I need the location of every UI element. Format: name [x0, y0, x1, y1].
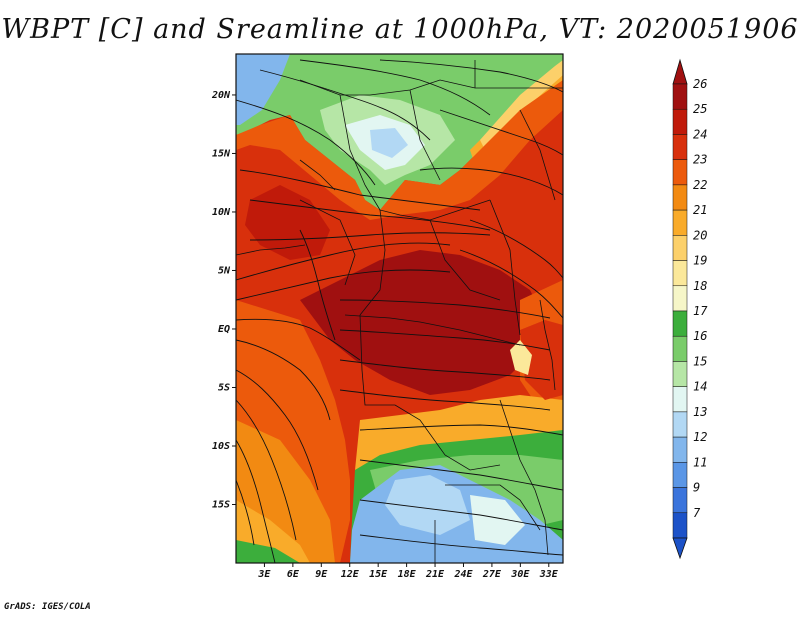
colorbar-label: 25 — [693, 102, 707, 116]
colorbar-label: 12 — [693, 430, 707, 444]
east-coast-warm — [520, 320, 563, 400]
colorbar-label: 16 — [693, 329, 707, 343]
colorbar-swatch — [672, 487, 688, 514]
colorbar-swatch — [672, 83, 688, 110]
east-coast-light — [510, 340, 532, 375]
south-lightblue-region — [385, 475, 470, 535]
colorbar-label: 20 — [693, 228, 707, 242]
lon-tick-label: 12E — [341, 569, 360, 580]
latitude-axis: 20N 15N 10N 5N EQ 5S 10S 15S — [211, 90, 236, 510]
colorbar-label: 22 — [693, 178, 707, 192]
wbpt-field — [236, 54, 563, 563]
lat-tick-label: 15S — [212, 499, 230, 510]
south-pale-region — [470, 495, 525, 545]
north-blue-patch-1 — [236, 54, 290, 125]
lon-tick-label: 21E — [425, 569, 445, 580]
colorbar-swatch — [672, 134, 688, 160]
colorbar-label: 14 — [693, 380, 707, 394]
lat-tick-label: 5N — [218, 265, 231, 276]
north-blue-patch-3 — [370, 128, 408, 158]
colorbar-label: 15 — [693, 354, 707, 368]
colorbar-label: 13 — [693, 405, 707, 419]
colorbar-label: 11 — [693, 455, 707, 469]
colorbar-label: 21 — [693, 203, 707, 217]
lon-tick-label: 30E — [510, 569, 530, 580]
colorbar-swatch — [672, 235, 688, 261]
northeast-light-band — [480, 60, 563, 150]
lat-tick-label: EQ — [218, 324, 230, 335]
colorbar-swatch — [672, 335, 688, 362]
colorbar-swatch — [672, 260, 688, 287]
lon-tick-label: 27E — [482, 569, 502, 580]
colorbar-swatch — [672, 209, 688, 236]
north-orange-band — [236, 80, 563, 220]
colorbar-label: 19 — [693, 254, 707, 268]
lat-tick-label: 15N — [212, 148, 231, 159]
colorbar-swatch — [672, 436, 688, 463]
longitude-axis: 3E 6E 9E 12E 15E 18E 21E 24E 27E 30E 33E — [257, 563, 559, 580]
colorbar-swatch — [672, 184, 688, 211]
colorbar-label: 9 — [693, 481, 700, 495]
colorbar-label: 7 — [693, 506, 701, 520]
lon-tick-label: 33E — [539, 569, 559, 580]
colorbar-label: 26 — [693, 77, 707, 91]
colorbar-swatch — [672, 310, 688, 337]
colorbar-swatch — [672, 159, 688, 186]
colorbar-swatch — [672, 361, 688, 387]
colorbar-swatch — [672, 512, 688, 539]
colorbar-swatch — [672, 462, 688, 488]
colorbar-label: 24 — [693, 127, 707, 141]
lon-tick-label: 24E — [453, 569, 473, 580]
lon-tick-label: 18E — [398, 569, 417, 580]
lat-tick-label: 10S — [212, 441, 230, 452]
lon-tick-label: 3E — [257, 569, 271, 580]
southwest-coast-green — [236, 540, 300, 563]
lon-tick-label: 6E — [287, 569, 300, 580]
colorbar-swatch — [672, 386, 688, 413]
country-borders — [236, 60, 563, 563]
colorbar-top-arrow — [672, 58, 688, 85]
lat-tick-label: 10N — [212, 207, 231, 218]
lon-tick-label: 9E — [315, 569, 328, 580]
colorbar-swatch — [672, 285, 688, 312]
footer-credit: GrADS: IGES/COLA — [4, 602, 91, 612]
colorbar-swatch — [672, 108, 688, 135]
plot-frame — [235, 53, 564, 564]
lat-tick-label: 20N — [211, 90, 231, 101]
colorbar-label: 23 — [693, 153, 707, 167]
west-dark-core — [245, 185, 330, 260]
map-title: WBPT [C] and Sreamline at 1000hPa, VT: 2… — [1, 14, 799, 45]
colorbar-bottom-arrow — [672, 537, 688, 560]
colorbar-swatch — [672, 411, 688, 438]
colorbar-label: 17 — [693, 304, 708, 318]
colorbar: 26 25 24 23 22 21 20 19 18 17 16 15 14 13 12 11 9 7 — [672, 58, 708, 560]
lat-tick-label: 5S — [218, 382, 230, 393]
lon-tick-label: 15E — [369, 569, 388, 580]
colorbar-label: 18 — [693, 279, 707, 293]
